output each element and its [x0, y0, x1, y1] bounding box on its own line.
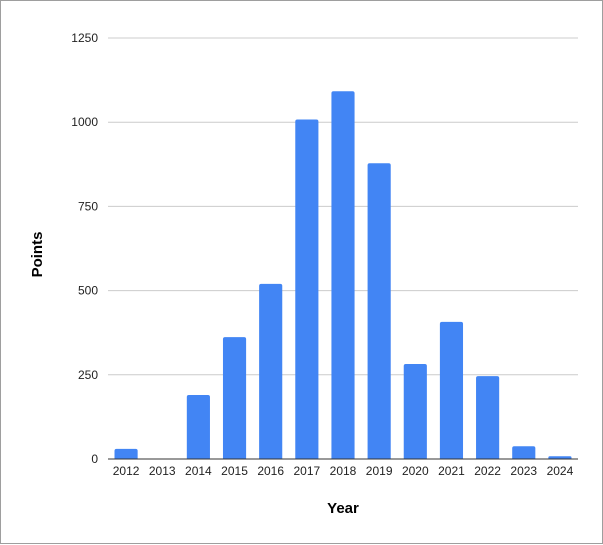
bar-2017 — [295, 119, 319, 459]
y-tick-label: 1250 — [71, 31, 98, 45]
y-axis-title: Points — [29, 232, 46, 278]
bar-2015 — [222, 337, 247, 459]
x-tick-label: 2019 — [366, 464, 393, 478]
x-axis-title: Year — [327, 500, 359, 517]
y-axis-ticks: 0 250 500 750 1000 1250 — [71, 31, 98, 466]
x-tick-label: 2022 — [474, 464, 501, 478]
bar-2014 — [186, 395, 210, 459]
bar-2024 — [548, 456, 572, 459]
x-tick-label: 2020 — [402, 464, 429, 478]
bar-2016 — [259, 283, 283, 459]
bar-2020 — [403, 364, 427, 459]
x-tick-label: 2021 — [438, 464, 465, 478]
x-tick-label: 2016 — [257, 464, 284, 478]
x-axis-ticks: 2012 2013 2014 2015 2016 2017 2018 2019 2020 2021… — [113, 464, 574, 478]
x-tick-label: 2013 — [149, 464, 176, 478]
x-tick-label: 2012 — [113, 464, 140, 478]
x-tick-label: 2014 — [185, 464, 212, 478]
y-tick-label: 500 — [78, 284, 98, 298]
bar-2022 — [476, 376, 500, 459]
y-tick-label: 750 — [78, 199, 98, 213]
x-tick-label: 2024 — [547, 464, 574, 478]
bar-2018 — [331, 91, 355, 459]
x-tick-label: 2023 — [510, 464, 537, 478]
x-tick-label: 2015 — [221, 464, 248, 478]
bar-2021 — [439, 321, 464, 459]
y-tick-label: 0 — [91, 452, 98, 466]
y-tick-label: 1000 — [71, 115, 98, 129]
bar-2023 — [512, 446, 536, 459]
bars — [114, 91, 572, 459]
x-tick-label: 2018 — [330, 464, 357, 478]
bar-2019 — [367, 163, 391, 459]
bar-2012 — [114, 448, 138, 459]
y-tick-label: 250 — [78, 368, 98, 382]
x-tick-label: 2017 — [293, 464, 320, 478]
